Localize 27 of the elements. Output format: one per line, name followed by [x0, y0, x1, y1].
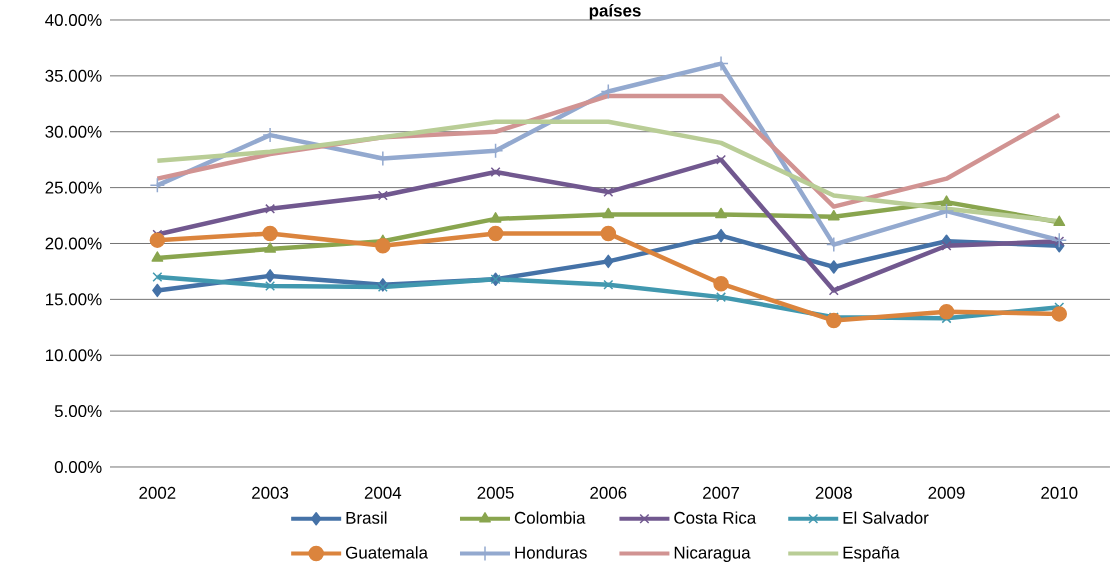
x-tick-label: 2007 [703, 486, 740, 499]
y-tick-label: 0.00% [54, 460, 102, 473]
legend-label: Brasil [346, 511, 387, 524]
y-tick-label: 20.00% [45, 237, 102, 250]
x-tick-label: 2005 [477, 486, 514, 499]
y-tick-label: 10.00% [46, 349, 102, 362]
x-tick-label: 2004 [364, 486, 402, 499]
x-tick-label: 2002 [139, 486, 176, 499]
x-tick-label: 2008 [815, 486, 852, 499]
y-tick-label: 5.00% [54, 405, 102, 418]
x-tick-label: 2009 [928, 486, 965, 499]
legend-label: España [843, 546, 900, 562]
legend-label: Guatemala [346, 546, 428, 559]
y-tick-label: 40.00% [45, 13, 102, 26]
chart-title: países [589, 4, 641, 20]
legend-label: Honduras [515, 546, 587, 559]
y-tick-label: 15.00% [46, 293, 102, 306]
legend-label: El Salvador [843, 511, 929, 524]
x-tick-label: 2010 [1041, 486, 1078, 499]
y-tick-label: 25.00% [45, 181, 102, 194]
x-tick-label: 2003 [252, 486, 289, 499]
y-tick-label: 30.00% [45, 125, 102, 138]
legend-label: Colombia [514, 511, 586, 524]
legend-label: Costa Rica [674, 511, 757, 524]
legend-label: Nicaragua [674, 546, 751, 562]
x-tick-label: 2006 [590, 486, 627, 499]
y-tick-label: 35.00% [45, 69, 102, 82]
